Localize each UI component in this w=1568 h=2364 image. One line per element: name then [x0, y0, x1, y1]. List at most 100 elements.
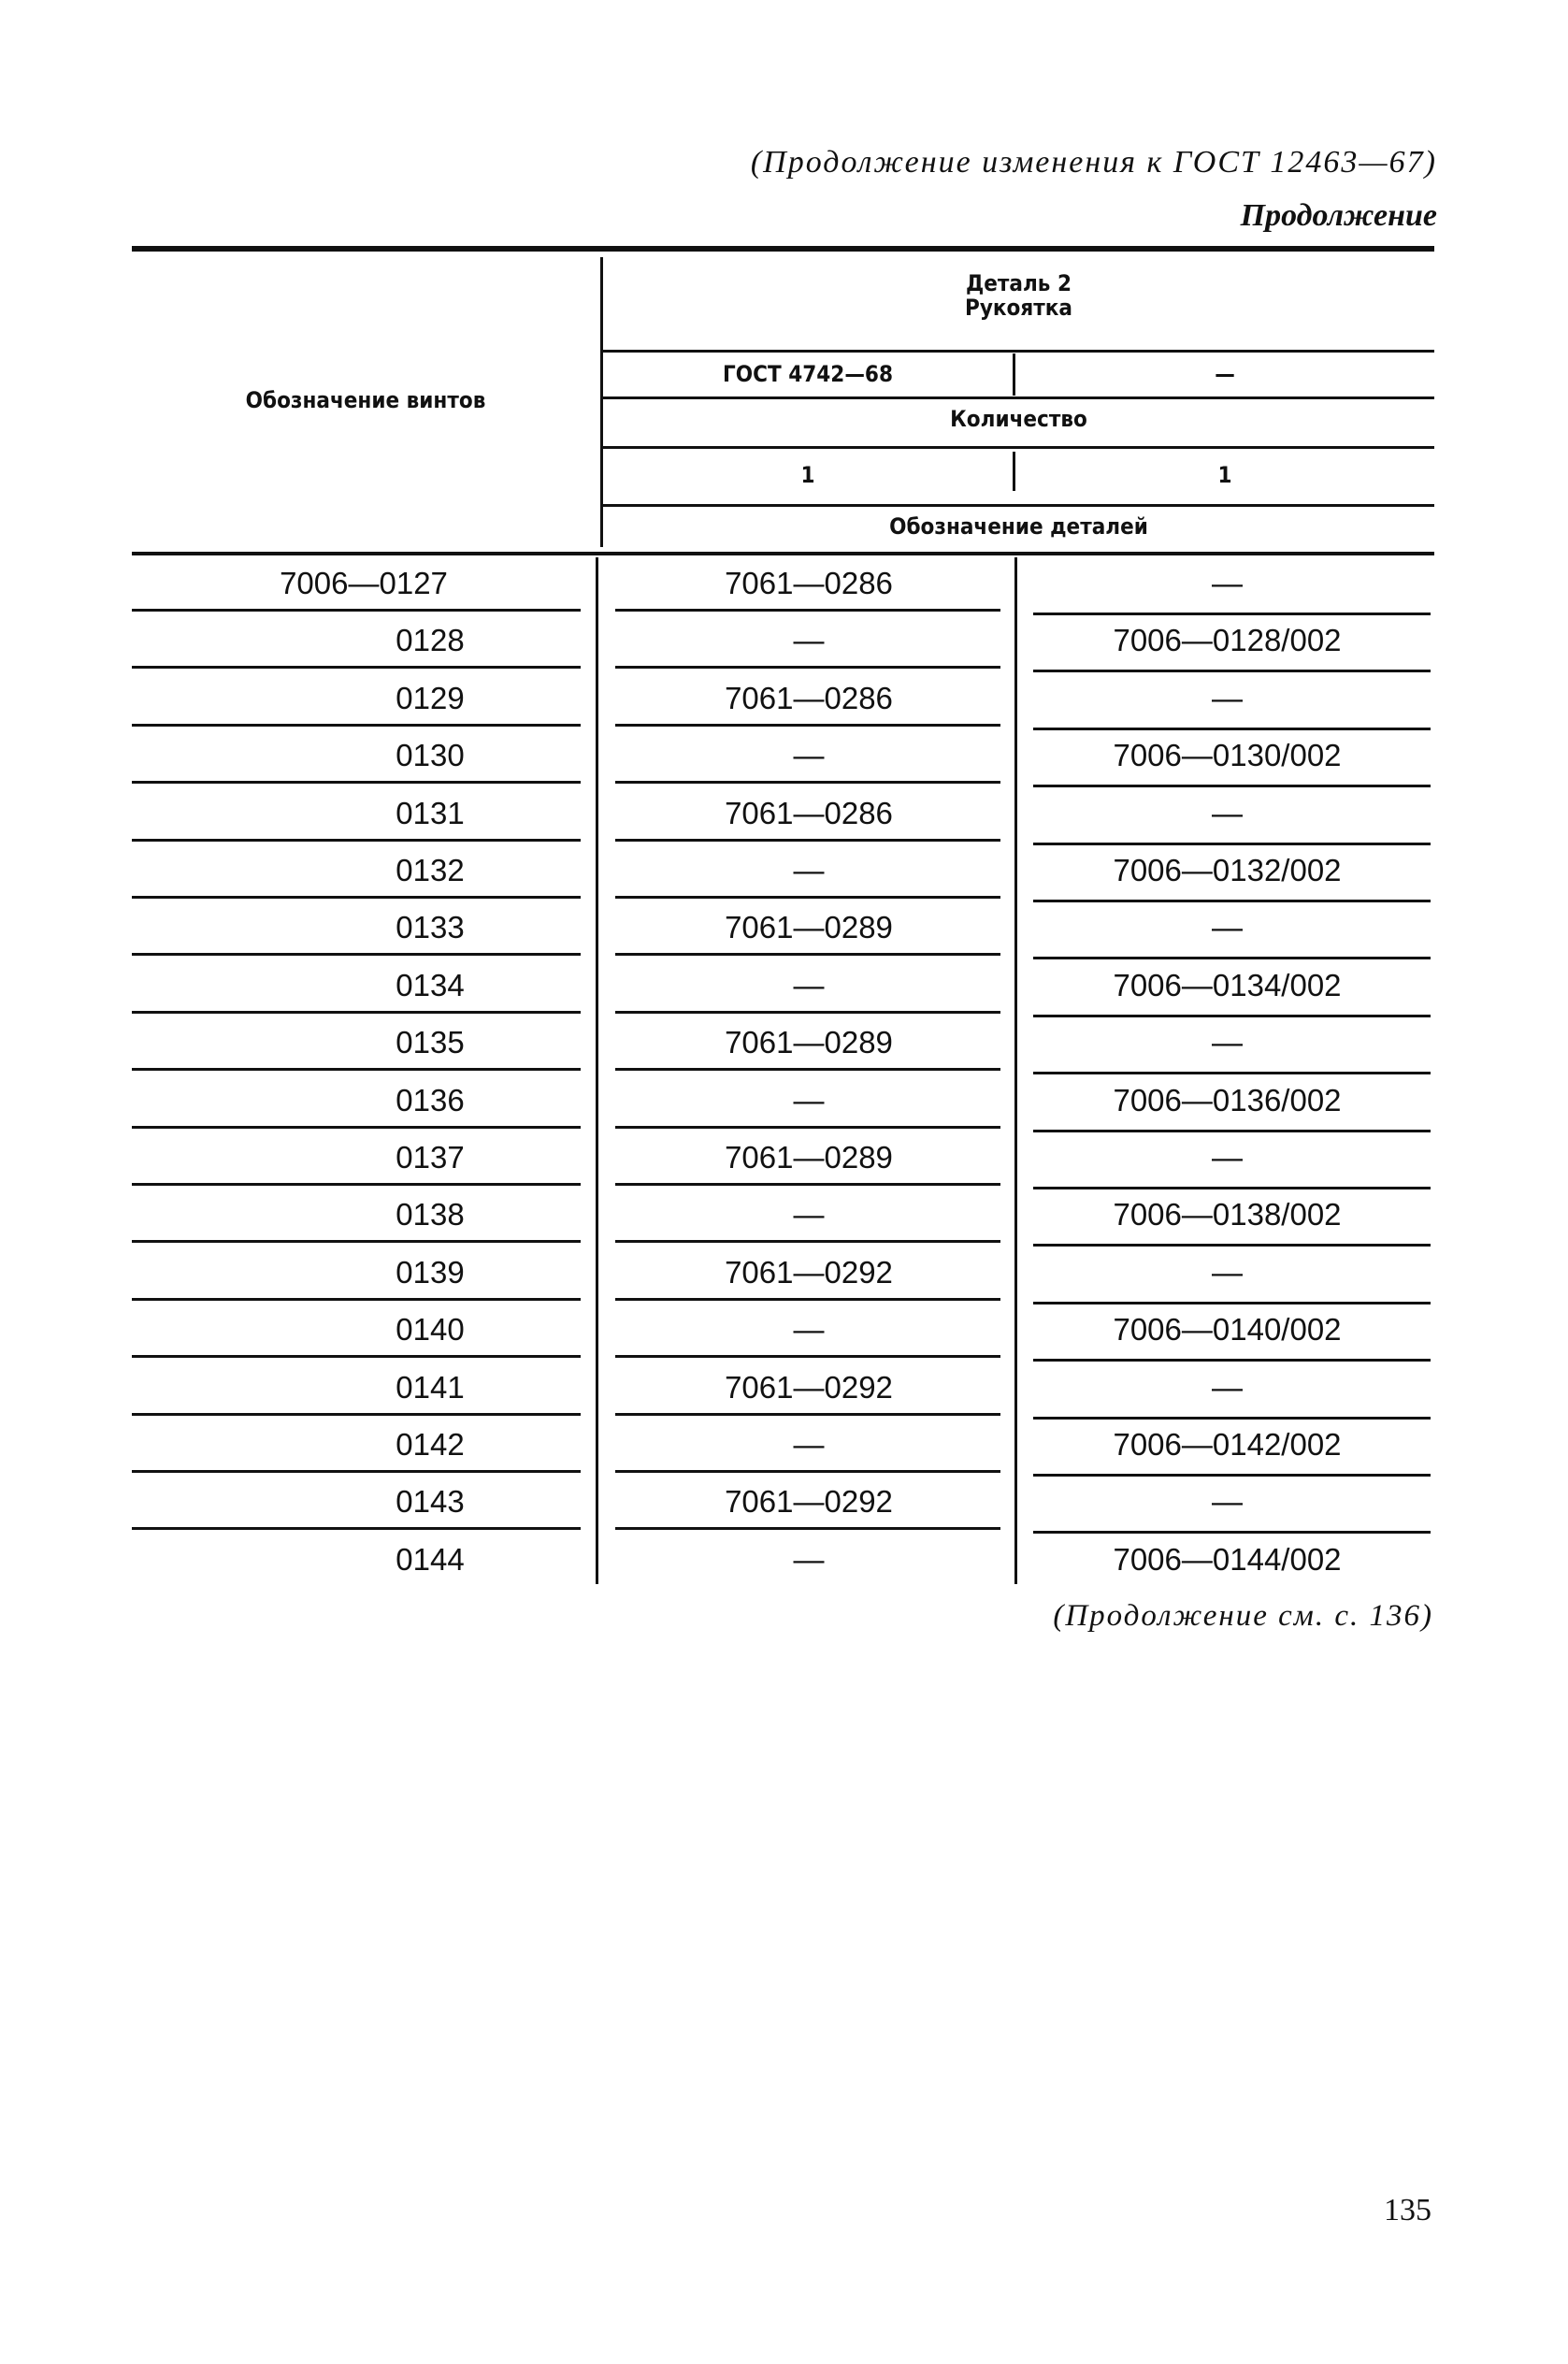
- screw-designation: 0139: [396, 1254, 465, 1290]
- part-designation-b: —: [1212, 1369, 1243, 1405]
- parts-designation-label: Обозначение деталей: [889, 513, 1148, 540]
- row-rule: [615, 1297, 1000, 1301]
- screw-designation: 0135: [396, 1025, 465, 1060]
- row-rule: [1033, 1474, 1431, 1477]
- row-rule: [615, 1527, 1000, 1531]
- screw-designation: 0138: [396, 1197, 465, 1232]
- row-rule: [132, 1068, 581, 1072]
- screw-designation: 0141: [396, 1369, 465, 1405]
- part-designation-b: —: [1212, 795, 1243, 830]
- screw-designation: 0144: [396, 1541, 465, 1577]
- screw-designation: 0130: [396, 738, 465, 773]
- row-rule: [132, 609, 581, 612]
- row-rule: [615, 1125, 1000, 1129]
- screws-column-header: Обозначение винтов: [245, 387, 486, 413]
- part-designation-a: 7061—0289: [725, 1025, 893, 1060]
- screw-designation: 0133: [396, 910, 465, 945]
- header-rule: [603, 350, 1434, 353]
- row-rule: [615, 838, 1000, 842]
- row-rule: [615, 781, 1000, 785]
- row-rule: [1033, 900, 1431, 902]
- quantity-label: Количество: [950, 406, 1087, 432]
- row-rule: [615, 1240, 1000, 1244]
- part-designation-a: 7061—0289: [725, 910, 893, 945]
- screw-designation: 0128: [396, 623, 465, 658]
- row-rule: [1033, 1129, 1431, 1132]
- row-rule: [132, 1297, 581, 1301]
- part-designation-a: 7061—0289: [725, 1140, 893, 1175]
- part-designation-a: —: [793, 853, 825, 887]
- row-rule: [132, 953, 581, 957]
- row-rule: [132, 1125, 581, 1129]
- part-designation-a: 7061—0286: [725, 795, 893, 830]
- row-rule: [132, 723, 581, 727]
- row-rule: [132, 896, 581, 899]
- row-rule: [615, 1470, 1000, 1473]
- row-rule: [615, 666, 1000, 670]
- row-rule: [615, 1183, 1000, 1186]
- continuation-label: Продолжение: [1240, 198, 1437, 233]
- page-number: 135: [1384, 2193, 1431, 2227]
- part-header: Деталь 2 Рукоятка: [603, 271, 1434, 320]
- row-rule: [1033, 1072, 1431, 1075]
- part-designation-b: —: [1212, 910, 1243, 945]
- row-rule: [1033, 727, 1431, 730]
- header-rule: [603, 446, 1434, 449]
- row-rule: [1033, 1416, 1431, 1420]
- part-designation-a: —: [793, 1197, 825, 1232]
- row-rule: [615, 609, 1000, 612]
- part-designation-a: —: [793, 1312, 825, 1348]
- part-name: Рукоятка: [965, 295, 1072, 321]
- part-designation-a: 7061—0292: [725, 1484, 893, 1520]
- row-rule: [132, 1470, 581, 1473]
- screw-designation: 7006—0127: [280, 566, 448, 600]
- part-designation-b: —: [1212, 1140, 1243, 1175]
- column-divider: [1013, 353, 1015, 396]
- standard-1: ГОСТ 4742—68: [723, 361, 893, 387]
- part-designation-b: —: [1212, 1484, 1243, 1520]
- row-rule: [615, 1068, 1000, 1072]
- footer-continuation: (Продолжение см. с. 136): [1053, 1599, 1433, 1633]
- screw-designation: 0134: [396, 967, 465, 1002]
- screw-designation: 0137: [396, 1140, 465, 1175]
- row-rule: [1033, 1014, 1431, 1017]
- part-designation-b: 7006—0140/002: [1113, 1312, 1342, 1348]
- row-rule: [615, 1355, 1000, 1359]
- row-rule: [1033, 1531, 1431, 1535]
- part-designation-a: —: [793, 1082, 825, 1117]
- quantity-1: 1: [800, 462, 815, 488]
- row-rule: [615, 953, 1000, 957]
- part-title: Деталь 2: [966, 270, 1072, 296]
- part-designation-a: —: [793, 1541, 825, 1577]
- part-designation-b: 7006—0130/002: [1113, 738, 1342, 773]
- part-designation-b: 7006—0132/002: [1113, 853, 1342, 887]
- header-bottom-rule: [132, 552, 1434, 555]
- row-rule: [132, 1355, 581, 1359]
- row-rule: [132, 1183, 581, 1186]
- part-designation-a: —: [793, 623, 825, 658]
- part-designation-a: 7061—0292: [725, 1369, 893, 1405]
- part-designation-b: —: [1212, 1025, 1243, 1060]
- part-designation-b: —: [1212, 1254, 1243, 1290]
- screw-designation: 0132: [396, 853, 465, 887]
- screw-designation: 0143: [396, 1484, 465, 1520]
- part-designation-b: —: [1212, 680, 1243, 715]
- row-rule: [132, 666, 581, 670]
- part-designation-a: 7061—0286: [725, 566, 893, 600]
- part-designation-b: 7006—0142/002: [1113, 1427, 1342, 1462]
- screw-designation: 0129: [396, 680, 465, 715]
- row-rule: [1033, 1244, 1431, 1247]
- column-divider: [600, 257, 603, 547]
- row-rule: [1033, 957, 1431, 960]
- part-designation-b: 7006—0138/002: [1113, 1197, 1342, 1232]
- part-designation-b: 7006—0134/002: [1113, 967, 1342, 1002]
- part-designation-b: —: [1212, 566, 1243, 600]
- header-rule: [603, 396, 1434, 399]
- row-rule: [1033, 785, 1431, 788]
- row-rule: [1033, 613, 1431, 615]
- part-designation-a: —: [793, 738, 825, 773]
- body-column-divider: [1014, 557, 1017, 1584]
- header-rule: [603, 504, 1434, 507]
- part-designation-a: 7061—0286: [725, 680, 893, 715]
- row-rule: [615, 1010, 1000, 1014]
